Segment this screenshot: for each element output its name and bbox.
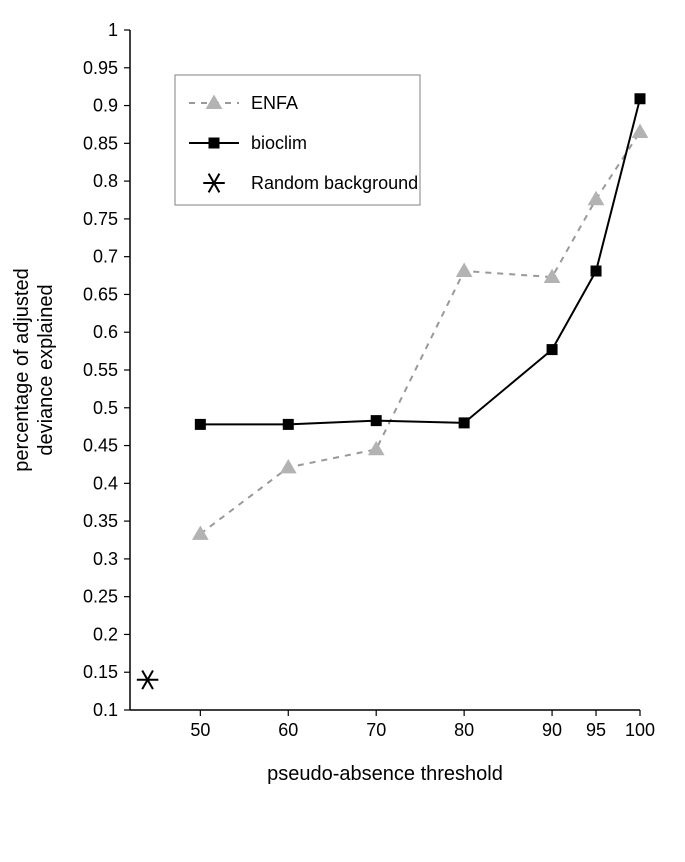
x-tick-label: 100 — [625, 720, 655, 740]
y-tick-label: 0.2 — [93, 624, 118, 644]
y-tick-label: 1 — [108, 20, 118, 40]
x-tick-label: 70 — [366, 720, 386, 740]
x-tick-label: 90 — [542, 720, 562, 740]
y-tick-label: 0.45 — [83, 436, 118, 456]
y-tick-label: 0.8 — [93, 171, 118, 191]
legend: ENFA bioclim Random background — [175, 75, 420, 205]
y-tick-label: 0.55 — [83, 360, 118, 380]
svg-text:percentage of adjusted: percentage of adjusted — [11, 268, 33, 472]
y-tick-label: 0.3 — [93, 549, 118, 569]
x-tick-label: 80 — [454, 720, 474, 740]
y-tick-label: 0.65 — [83, 284, 118, 304]
y-tick-label: 0.7 — [93, 247, 118, 267]
y-tick-label: 0.15 — [83, 662, 118, 682]
y-tick-label: 0.85 — [83, 133, 118, 153]
chart-svg: 0.1 0.15 0.2 0.25 0.3 0.35 0.4 0.45 0.5 0.55 0.6 0.… — [0, 0, 685, 862]
svg-text:deviance explained: deviance explained — [35, 284, 57, 455]
y-tick-label: 0.9 — [93, 96, 118, 116]
x-axis-label: pseudo-absence threshold — [267, 763, 503, 785]
legend-label-bioclim: bioclim — [251, 133, 307, 153]
chart-container: 0.1 0.15 0.2 0.25 0.3 0.35 0.4 0.45 0.5 0.55 0.6 0.… — [0, 0, 685, 862]
x-tick-label: 95 — [586, 720, 606, 740]
y-tick-label: 0.5 — [93, 398, 118, 418]
x-tick-label: 60 — [278, 720, 298, 740]
legend-label-enfa: ENFA — [251, 93, 298, 113]
y-tick-label: 0.1 — [93, 700, 118, 720]
y-tick-label: 0.35 — [83, 511, 118, 531]
y-tick-label: 0.95 — [83, 58, 118, 78]
y-tick-label: 0.4 — [93, 473, 118, 493]
x-tick-label: 50 — [190, 720, 210, 740]
y-tick-label: 0.25 — [83, 587, 118, 607]
y-tick-label: 0.6 — [93, 322, 118, 342]
y-tick-label: 0.75 — [83, 209, 118, 229]
legend-label-random-background: Random background — [251, 173, 418, 193]
